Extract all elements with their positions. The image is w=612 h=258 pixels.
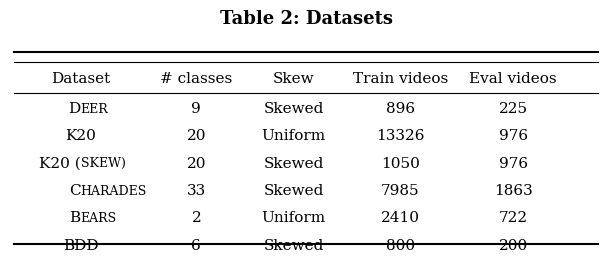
Text: Uniform: Uniform	[262, 130, 326, 143]
Text: 7985: 7985	[381, 184, 420, 198]
Text: Skewed: Skewed	[264, 239, 324, 253]
Text: 1050: 1050	[381, 157, 420, 171]
Text: Skewed: Skewed	[264, 157, 324, 171]
Text: Skew: Skew	[273, 72, 315, 86]
Text: D: D	[69, 102, 81, 116]
Text: 9: 9	[192, 102, 201, 116]
Text: K20 (: K20 (	[39, 157, 81, 171]
Text: Dataset: Dataset	[51, 72, 110, 86]
Text: 225: 225	[499, 102, 528, 116]
Text: # classes: # classes	[160, 72, 233, 86]
Text: 33: 33	[187, 184, 206, 198]
Text: 13326: 13326	[376, 130, 425, 143]
Text: 2: 2	[192, 211, 201, 225]
Text: 1863: 1863	[494, 184, 532, 198]
Text: BDD: BDD	[63, 239, 99, 253]
Text: EER: EER	[81, 103, 108, 116]
Text: 2410: 2410	[381, 211, 420, 225]
Text: 6: 6	[192, 239, 201, 253]
Text: 896: 896	[386, 102, 415, 116]
Text: 200: 200	[499, 239, 528, 253]
Text: 20: 20	[187, 157, 206, 171]
Text: Skewed: Skewed	[264, 102, 324, 116]
Text: EARS: EARS	[81, 212, 117, 225]
Text: Eval videos: Eval videos	[469, 72, 557, 86]
Text: Table 2: Datasets: Table 2: Datasets	[220, 10, 392, 28]
Text: Skewed: Skewed	[264, 184, 324, 198]
Text: 722: 722	[499, 211, 528, 225]
Text: C: C	[69, 184, 81, 198]
Text: B: B	[70, 211, 81, 225]
Text: 20: 20	[187, 130, 206, 143]
Text: 800: 800	[386, 239, 415, 253]
Text: SKEW): SKEW)	[81, 157, 125, 170]
Text: 976: 976	[499, 130, 528, 143]
Text: Uniform: Uniform	[262, 211, 326, 225]
Text: K20: K20	[65, 130, 96, 143]
Text: HARADES: HARADES	[81, 184, 147, 198]
Text: Train videos: Train videos	[353, 72, 448, 86]
Text: 976: 976	[499, 157, 528, 171]
